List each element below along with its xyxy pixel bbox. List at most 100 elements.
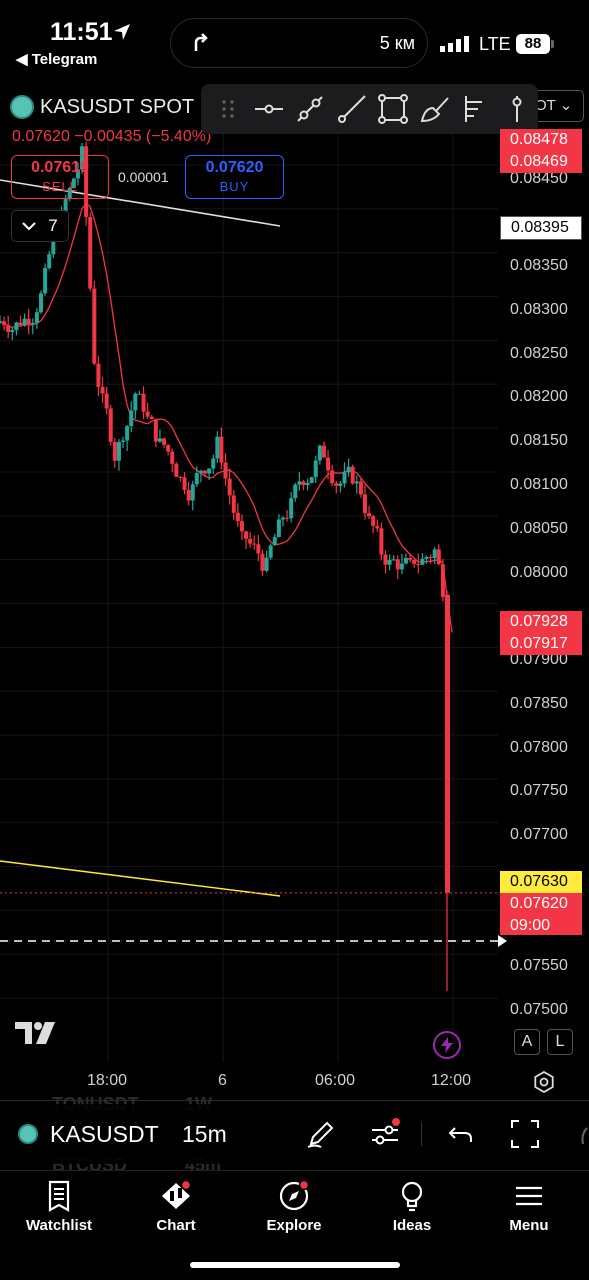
tab-menu[interactable]: Menu — [474, 1179, 584, 1234]
candle-body — [30, 323, 35, 325]
ray-line-icon — [337, 95, 366, 123]
tab-watchlist[interactable]: Watchlist — [4, 1179, 114, 1234]
y-axis-label: 0.08100 — [510, 476, 568, 493]
indicators-sliders-icon[interactable] — [369, 1118, 401, 1150]
y-axis-label: 0.07700 — [510, 826, 568, 843]
chart-icon — [162, 1179, 192, 1209]
tab-chart[interactable]: Chart — [121, 1179, 231, 1234]
candle-body — [84, 146, 89, 217]
rectangle-tool[interactable] — [373, 84, 414, 134]
candle-body — [248, 538, 253, 544]
candle-body — [317, 445, 322, 461]
separator — [421, 1122, 422, 1146]
tab-label: Watchlist — [25, 1217, 93, 1234]
price-tag-ma-2: 0.07917 — [500, 633, 582, 655]
current-price-tag: 0.07620 09:00 — [500, 893, 582, 935]
price-change: 0.07620 −0.00435 (−5.40%) — [12, 128, 212, 145]
y-axis-label: 0.07800 — [510, 739, 568, 756]
candle-body — [330, 470, 335, 484]
undo-icon[interactable] — [445, 1118, 477, 1150]
candle-body — [203, 470, 208, 474]
buy-button[interactable]: 0.07620 BUY — [185, 155, 284, 199]
ray-tool[interactable] — [331, 84, 372, 134]
candle-body — [186, 489, 191, 501]
sell-button[interactable]: 0.07619 SELL — [11, 155, 109, 199]
horizontal-line-icon — [255, 104, 284, 114]
brush-tool[interactable] — [414, 84, 455, 134]
pen-icon[interactable] — [305, 1118, 337, 1150]
candle-body — [0, 321, 2, 323]
location-arrow-icon — [114, 24, 130, 40]
timeframe-selector[interactable]: 15m — [182, 1121, 227, 1147]
lightning-icon — [441, 1037, 453, 1053]
candle-body — [440, 564, 445, 597]
candle-body — [153, 419, 158, 442]
fib-tool[interactable] — [455, 84, 496, 134]
tab-label: Explore — [266, 1217, 322, 1234]
candle-body — [39, 293, 44, 313]
symbol-header[interactable]: KASUSDT SPOT — [10, 95, 194, 119]
candle-body — [412, 559, 417, 565]
candle-body — [289, 498, 294, 519]
toolbar-drag-handle[interactable] — [207, 84, 248, 134]
home-indicator — [190, 1262, 400, 1268]
candle-body — [334, 483, 339, 486]
candle-body — [190, 484, 195, 501]
indicators-toggle-button[interactable]: 7 — [11, 210, 69, 242]
candle-body — [170, 451, 175, 464]
chart-settings-gear-icon[interactable] — [533, 1071, 555, 1093]
candle-body — [219, 436, 224, 463]
candle-body — [239, 521, 244, 532]
trend-line-tool[interactable] — [290, 84, 331, 134]
bar-countdown: 09:00 — [510, 917, 551, 934]
price-tag-ma-1: 0.07928 — [500, 611, 582, 633]
candle-body — [268, 545, 273, 558]
dynamic-island[interactable]: 5 км — [170, 18, 428, 68]
buy-price: 0.07620 — [205, 159, 264, 176]
signal-icon — [440, 36, 469, 52]
buy-label: BUY — [219, 179, 250, 194]
candle-body — [256, 544, 261, 554]
auto-scale-button[interactable]: A — [514, 1029, 540, 1055]
symbol-name: KASUSDT SPOT — [40, 95, 195, 118]
symbol-selector[interactable]: KASUSDT — [50, 1121, 159, 1147]
candle-body — [157, 438, 162, 442]
candle-body — [227, 478, 232, 496]
horizontal-line-tool[interactable] — [248, 84, 289, 134]
tab-explore[interactable]: Explore — [239, 1179, 349, 1234]
vertical-line-tool[interactable] — [497, 84, 538, 134]
chart-type-label: OT — [535, 97, 556, 114]
candle-body — [424, 556, 429, 559]
log-scale-button[interactable]: L — [547, 1029, 573, 1055]
candle-body — [137, 393, 142, 395]
more-arrow-icon[interactable] — [575, 1118, 589, 1150]
brush-icon — [420, 97, 449, 123]
price-tag-high-1: 0.08478 — [500, 129, 582, 151]
watchlist-icon — [48, 1180, 70, 1212]
x-axis-label: 6 — [218, 1072, 227, 1089]
y-axis-label: 0.07900 — [510, 651, 568, 668]
fullscreen-icon[interactable] — [509, 1118, 541, 1150]
candle-body — [178, 476, 183, 478]
tab-ideas[interactable]: Ideas — [357, 1179, 467, 1234]
candle-body — [182, 477, 187, 490]
y-axis-label: 0.08250 — [510, 345, 568, 362]
flash-button[interactable] — [433, 1031, 461, 1059]
candle-body — [108, 408, 113, 442]
candle-body — [14, 322, 19, 331]
candle-body — [350, 466, 355, 484]
price-chart[interactable] — [0, 0, 589, 1100]
candle-body — [215, 436, 220, 459]
candle-body — [313, 460, 318, 478]
candle-body — [10, 330, 15, 332]
candle-body — [166, 444, 171, 452]
y-axis-label: 0.07850 — [510, 695, 568, 712]
hamburger-icon — [516, 1186, 542, 1206]
lightbulb-icon — [401, 1181, 423, 1212]
candle-body — [6, 325, 11, 332]
price-tag-white: 0.08395 — [500, 216, 582, 240]
tradingview-logo-icon — [15, 1022, 55, 1044]
candle-body — [395, 559, 400, 570]
back-to-telegram-link[interactable]: ◀ Telegram — [16, 51, 98, 68]
y-axis-label: 0.08350 — [510, 257, 568, 274]
